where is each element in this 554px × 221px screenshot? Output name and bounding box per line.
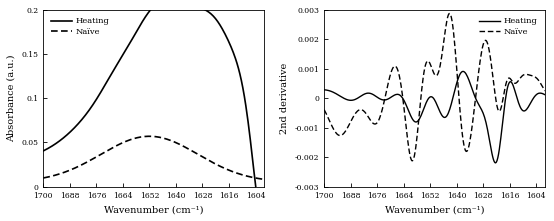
Line: Naïve: Naïve — [43, 136, 264, 179]
Heating — [172, 0, 179, 1]
X-axis label: Wavenumber (cm⁻¹): Wavenumber (cm⁻¹) — [104, 205, 203, 214]
Naïve — [454, 73, 460, 76]
Naïve — [447, 12, 453, 15]
Heating — [321, 89, 328, 91]
Heating — [522, 109, 529, 111]
Legend: Heating, Naïve: Heating, Naïve — [475, 14, 541, 39]
Heating — [40, 150, 47, 152]
Heating — [509, 82, 515, 84]
Heating — [241, 95, 248, 98]
Naïve — [261, 178, 268, 181]
Line: Heating: Heating — [43, 0, 264, 221]
Y-axis label: 2nd derivative: 2nd derivative — [280, 63, 289, 134]
X-axis label: Wavenumber (cm⁻¹): Wavenumber (cm⁻¹) — [385, 205, 484, 214]
Naïve — [40, 177, 47, 179]
Heating — [41, 149, 48, 152]
Naïve — [146, 135, 153, 138]
Naïve — [542, 90, 548, 92]
Line: Heating: Heating — [324, 71, 545, 163]
Naïve — [321, 110, 328, 112]
Heating — [453, 86, 459, 88]
Naïve — [172, 141, 178, 143]
Heating — [452, 88, 458, 91]
Naïve — [453, 64, 460, 67]
Naïve — [509, 79, 515, 82]
Naïve — [241, 174, 248, 177]
Naïve — [409, 160, 416, 162]
Heating — [542, 93, 548, 96]
Naïve — [458, 119, 464, 122]
Naïve — [176, 143, 183, 146]
Naïve — [41, 177, 48, 179]
Y-axis label: Absorbance (a.u.): Absorbance (a.u.) — [7, 55, 16, 142]
Line: Naïve: Naïve — [324, 13, 545, 161]
Heating — [227, 44, 234, 46]
Heating — [176, 0, 183, 2]
Naïve — [321, 108, 327, 111]
Legend: Heating, Naïve: Heating, Naïve — [48, 14, 113, 39]
Naïve — [522, 73, 529, 76]
Heating — [493, 162, 499, 164]
Heating — [460, 70, 466, 73]
Heating — [456, 74, 463, 77]
Heating — [172, 0, 178, 1]
Naïve — [227, 169, 234, 172]
Heating — [321, 88, 327, 91]
Naïve — [172, 141, 179, 144]
